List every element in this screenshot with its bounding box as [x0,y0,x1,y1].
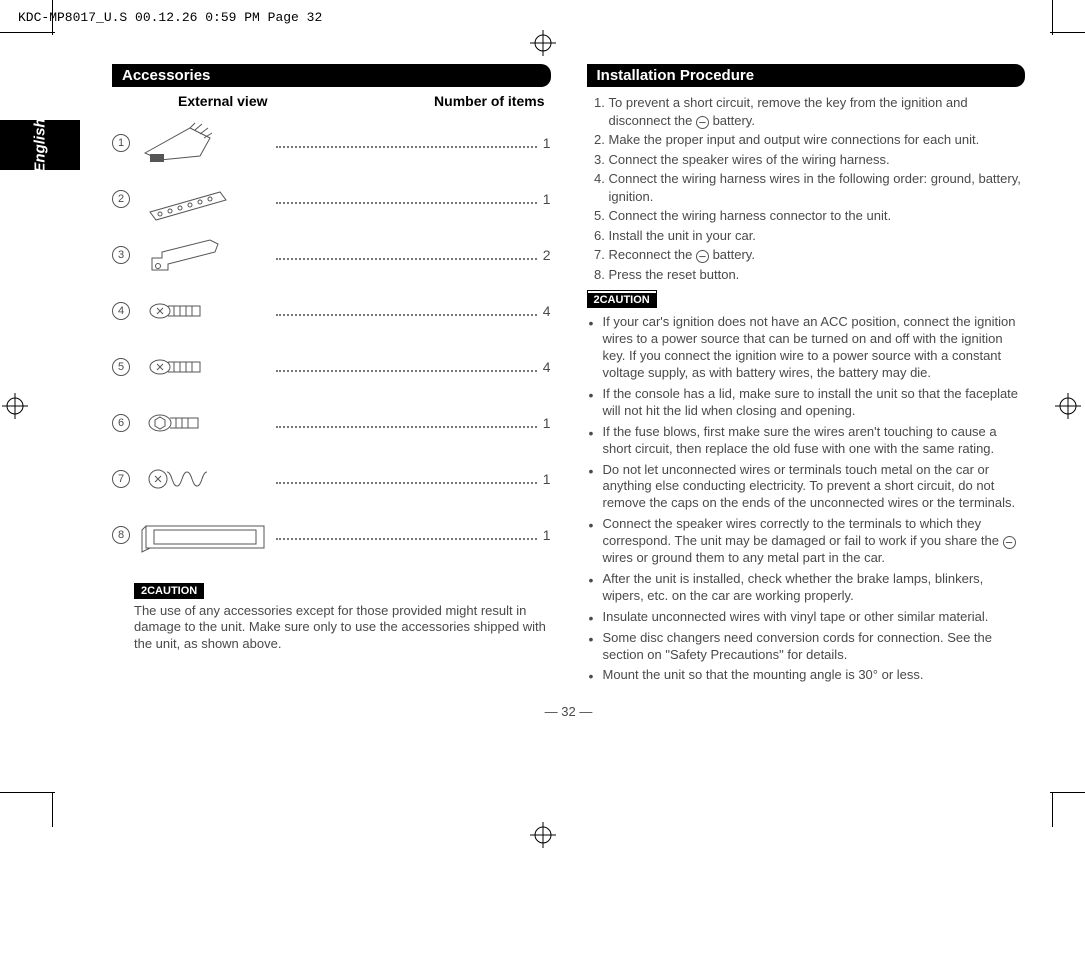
bullet-item: If the console has a lid, make sure to i… [601,384,1026,422]
accessory-number: 2 [112,190,130,208]
bullet-item: Mount the unit so that the mounting angl… [601,665,1026,686]
crop-mark [1052,0,1053,35]
installation-steps: To prevent a short circuit, remove the k… [587,93,1026,284]
accessory-count: 1 [543,191,551,207]
step-item: Install the unit in your car. [609,226,1026,246]
step-item: Connect the wiring harness wires in the … [609,169,1026,206]
caution-label: 2CAUTION [134,583,204,599]
page-number: — 32 — [112,704,1025,719]
bullet-item: Insulate unconnected wires with vinyl ta… [601,607,1026,628]
accessory-icon [140,174,270,224]
accessory-icon [140,286,270,336]
crop-mark [1052,792,1053,827]
leader-dots [276,474,537,484]
accessory-icon [140,398,270,448]
language-tab: English [0,120,80,170]
step-item: Connect the speaker wires of the wiring … [609,150,1026,170]
minus-icon: − [1003,536,1016,549]
accessory-icon [140,510,270,560]
leader-dots [276,250,537,260]
bullet-item: If the fuse blows, first make sure the w… [601,422,1026,460]
step-item: Make the proper input and output wire co… [609,130,1026,150]
caution-label: 2CAUTION [588,293,656,307]
accessory-count: 4 [543,359,551,375]
accessory-count: 2 [543,247,551,263]
step-item: Press the reset button. [609,265,1026,285]
step-item: Reconnect the − battery. [609,245,1026,265]
leader-dots [276,362,537,372]
installation-column: Installation Procedure To prevent a shor… [587,64,1026,686]
accessory-icon [140,342,270,392]
leader-dots [276,418,537,428]
leader-dots [276,530,537,540]
accessory-icon [140,230,270,280]
register-mark-icon [530,822,556,848]
leader-dots [276,306,537,316]
step-item: To prevent a short circuit, remove the k… [609,93,1026,130]
accessory-row: 6 1 [112,395,551,451]
accessory-count: 1 [543,135,551,151]
col-header-number: Number of items [434,93,544,109]
accessory-row: 8 1 [112,507,551,563]
accessory-row: 5 4 [112,339,551,395]
crop-mark [52,0,53,35]
minus-icon: − [696,116,709,129]
accessory-row: 7 1 [112,451,551,507]
leader-dots [276,138,537,148]
bullet-item: After the unit is installed, check wheth… [601,569,1026,607]
accessory-count: 1 [543,415,551,431]
register-mark-icon [530,30,556,56]
step-item: Connect the wiring harness connector to … [609,206,1026,226]
crop-mark [1050,32,1085,33]
accessory-row: 3 2 [112,227,551,283]
register-mark-icon [2,393,28,419]
bullet-item: Some disc changers need conversion cords… [601,628,1026,666]
installation-title: Installation Procedure [587,64,1026,87]
accessory-icon [140,118,270,168]
crop-mark [0,792,55,793]
accessory-count: 1 [543,471,551,487]
accessory-row: 2 1 [112,171,551,227]
register-mark-icon [1055,393,1081,419]
caution-text: The use of any accessories except for th… [112,603,551,652]
accessory-row: 4 4 [112,283,551,339]
caution-bullets: If your car's ignition does not have an … [587,312,1026,686]
crop-mark [0,32,55,33]
crop-mark [1050,792,1085,793]
accessory-number: 6 [112,414,130,432]
accessory-number: 7 [112,470,130,488]
accessory-count: 4 [543,303,551,319]
leader-dots [276,194,537,204]
bullet-item: Do not let unconnected wires or terminal… [601,460,1026,515]
crop-mark [52,792,53,827]
accessory-count: 1 [543,527,551,543]
col-header-external-view: External view [178,93,268,109]
bullet-item: If your car's ignition does not have an … [601,312,1026,384]
bullet-item: Connect the speaker wires correctly to t… [601,514,1026,569]
accessory-number: 5 [112,358,130,376]
caution-label-box: 2CAUTION [587,290,657,308]
accessory-icon [140,454,270,504]
accessory-number: 4 [112,302,130,320]
accessory-number: 3 [112,246,130,264]
accessory-number: 8 [112,526,130,544]
print-header: KDC-MP8017_U.S 00.12.26 0:59 PM Page 32 [18,10,322,25]
accessory-number: 1 [112,134,130,152]
accessory-row: 1 1 [112,115,551,171]
accessories-column: Accessories External view Number of item… [112,64,551,686]
accessories-title: Accessories [112,64,551,87]
minus-icon: − [696,250,709,263]
